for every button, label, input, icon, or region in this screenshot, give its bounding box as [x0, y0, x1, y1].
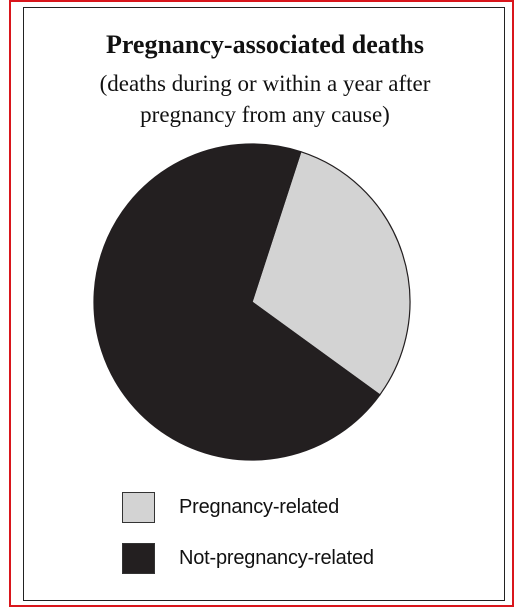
outer-red-border	[9, 0, 514, 607]
chart-title: Pregnancy-associated deaths	[105, 30, 424, 59]
chart-subtitle-line-2: pregnancy from any cause)	[140, 102, 390, 127]
pie-chart	[93, 143, 411, 461]
pie-slice-not-pregnancy-related	[93, 143, 381, 461]
legend-swatch-pregnancy-related	[122, 492, 155, 523]
legend-item-pregnancy-related: Pregnancy-related	[122, 492, 339, 523]
chart-panel: Pregnancy-associated deaths (deaths duri…	[23, 7, 505, 601]
legend-label-not-pregnancy-related: Not-pregnancy-related	[179, 547, 374, 569]
chart-subtitle: (deaths during or within a year after pr…	[24, 68, 506, 130]
legend-item-not-pregnancy-related: Not-pregnancy-related	[122, 543, 374, 574]
chart-subtitle-line-1: (deaths during or within a year after	[99, 71, 431, 96]
legend-swatch-not-pregnancy-related	[122, 543, 155, 574]
pie-slice-pregnancy-related	[251, 150, 411, 396]
legend-label-pregnancy-related: Pregnancy-related	[179, 496, 340, 518]
